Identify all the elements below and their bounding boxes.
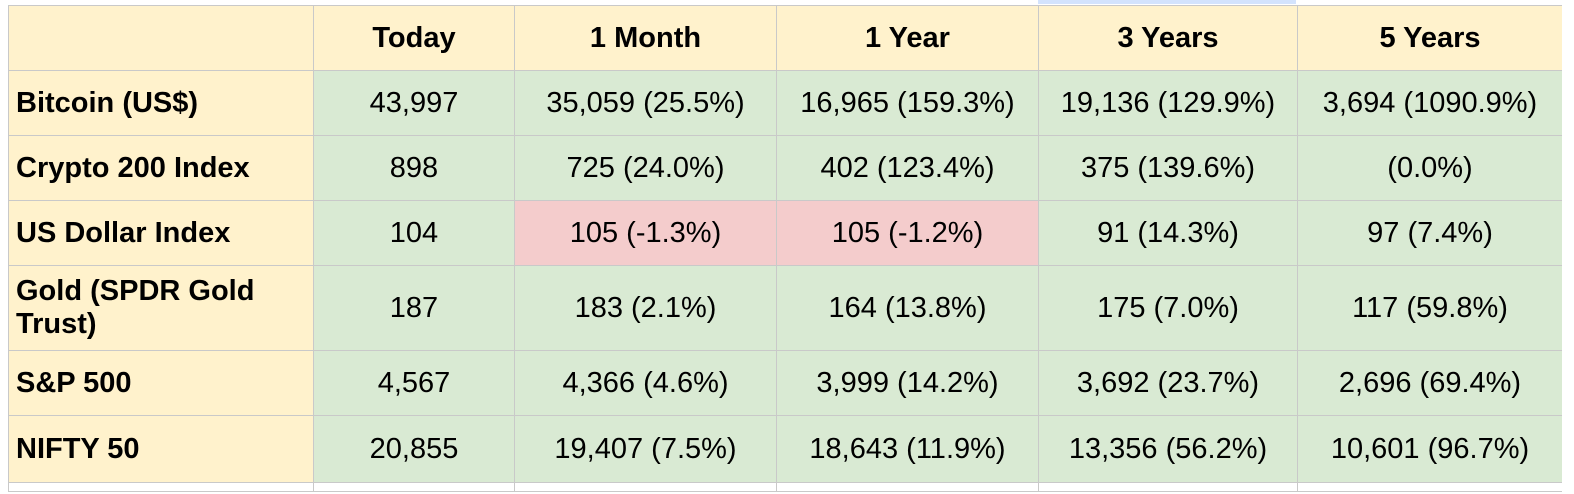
table-cell[interactable]: 19,407 (7.5%) xyxy=(514,415,777,483)
table-cell[interactable]: 91 (14.3%) xyxy=(1038,200,1298,266)
table-cell[interactable]: 3,692 (23.7%) xyxy=(1038,350,1298,416)
row-label-crypto-200[interactable]: Crypto 200 Index xyxy=(8,135,314,201)
table-cell[interactable]: 187 xyxy=(313,265,515,351)
table-cell[interactable]: 104 xyxy=(313,200,515,266)
table-cell[interactable]: 20,855 xyxy=(313,415,515,483)
table-cell[interactable]: 35,059 (25.5%) xyxy=(514,70,777,136)
table-cell[interactable]: (0.0%) xyxy=(1297,135,1563,201)
table-cell[interactable]: 2,696 (69.4%) xyxy=(1297,350,1563,416)
table-row: S&P 500 4,567 4,366 (4.6%) 3,999 (14.2%)… xyxy=(8,350,1563,416)
table-cell[interactable]: 183 (2.1%) xyxy=(514,265,777,351)
table-row: Gold (SPDR Gold Trust) 187 183 (2.1%) 16… xyxy=(8,265,1563,351)
table-cell[interactable]: 4,567 xyxy=(313,350,515,416)
header-cell-blank[interactable] xyxy=(8,5,314,71)
table-cell[interactable]: 175 (7.0%) xyxy=(1038,265,1298,351)
empty-row xyxy=(8,482,1563,492)
table-cell[interactable]: 4,366 (4.6%) xyxy=(514,350,777,416)
empty-cell[interactable] xyxy=(1038,482,1298,492)
table-cell[interactable]: 10,601 (96.7%) xyxy=(1297,415,1563,483)
table-cell[interactable]: 402 (123.4%) xyxy=(776,135,1039,201)
table-cell[interactable]: 164 (13.8%) xyxy=(776,265,1039,351)
header-cell-today[interactable]: Today xyxy=(313,5,515,71)
table-cell[interactable]: 725 (24.0%) xyxy=(514,135,777,201)
empty-cell[interactable] xyxy=(313,482,515,492)
table-cell[interactable]: 16,965 (159.3%) xyxy=(776,70,1039,136)
performance-table: Today 1 Month 1 Year 3 Years 5 Years Bit… xyxy=(8,5,1563,492)
previous-row-strip xyxy=(0,0,1574,6)
row-label-sp-500[interactable]: S&P 500 xyxy=(8,350,314,416)
table-row: US Dollar Index 104 105 (-1.3%) 105 (-1.… xyxy=(8,200,1563,266)
table-cell[interactable]: 898 xyxy=(313,135,515,201)
column-selection-highlight xyxy=(1038,0,1296,4)
header-cell-3-years[interactable]: 3 Years xyxy=(1038,5,1298,71)
table-cell[interactable]: 13,356 (56.2%) xyxy=(1038,415,1298,483)
row-label-bitcoin[interactable]: Bitcoin (US$) xyxy=(8,70,314,136)
table-cell[interactable]: 3,999 (14.2%) xyxy=(776,350,1039,416)
table-row: NIFTY 50 20,855 19,407 (7.5%) 18,643 (11… xyxy=(8,415,1563,483)
row-label-gold[interactable]: Gold (SPDR Gold Trust) xyxy=(8,265,314,351)
empty-cell[interactable] xyxy=(8,482,314,492)
empty-cell[interactable] xyxy=(776,482,1039,492)
table-cell[interactable]: 97 (7.4%) xyxy=(1297,200,1563,266)
table-cell[interactable]: 3,694 (1090.9%) xyxy=(1297,70,1563,136)
table-cell-negative[interactable]: 105 (-1.3%) xyxy=(514,200,777,266)
table-cell[interactable]: 375 (139.6%) xyxy=(1038,135,1298,201)
header-cell-5-years[interactable]: 5 Years xyxy=(1297,5,1563,71)
row-label-us-dollar-index[interactable]: US Dollar Index xyxy=(8,200,314,266)
header-cell-1-month[interactable]: 1 Month xyxy=(514,5,777,71)
row-label-nifty-50[interactable]: NIFTY 50 xyxy=(8,415,314,483)
header-row: Today 1 Month 1 Year 3 Years 5 Years xyxy=(8,5,1563,71)
header-cell-1-year[interactable]: 1 Year xyxy=(776,5,1039,71)
empty-cell[interactable] xyxy=(1297,482,1563,492)
table-cell[interactable]: 18,643 (11.9%) xyxy=(776,415,1039,483)
table-row: Crypto 200 Index 898 725 (24.0%) 402 (12… xyxy=(8,135,1563,201)
empty-cell[interactable] xyxy=(514,482,777,492)
table-row: Bitcoin (US$) 43,997 35,059 (25.5%) 16,9… xyxy=(8,70,1563,136)
table-cell[interactable]: 117 (59.8%) xyxy=(1297,265,1563,351)
table-cell[interactable]: 19,136 (129.9%) xyxy=(1038,70,1298,136)
grid-right-margin xyxy=(1562,0,1574,494)
table-cell-negative[interactable]: 105 (-1.2%) xyxy=(776,200,1039,266)
table-cell[interactable]: 43,997 xyxy=(313,70,515,136)
